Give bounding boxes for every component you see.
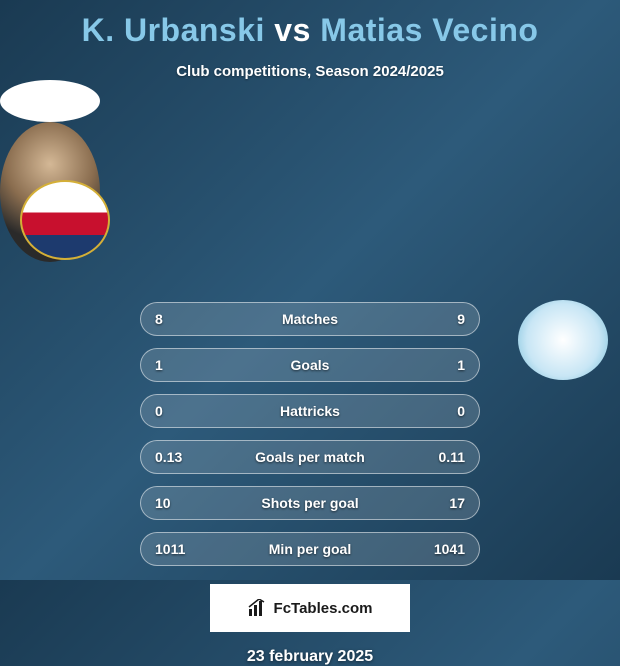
stat-row: 0.13 Goals per match 0.11 [140, 440, 480, 474]
stat-label: Goals per match [255, 449, 365, 465]
stat-left-value: 0 [155, 403, 195, 419]
player1-name: K. Urbanski [82, 12, 265, 48]
stat-left-value: 8 [155, 311, 195, 327]
player1-photo [0, 80, 100, 122]
stat-left-value: 1011 [155, 541, 195, 557]
stat-right-value: 0.11 [425, 449, 465, 465]
brand-badge[interactable]: FcTables.com [210, 584, 410, 632]
chart-icon [248, 599, 268, 617]
stat-right-value: 0 [425, 403, 465, 419]
player2-name: Matias Vecino [320, 12, 538, 48]
player1-club-crest [20, 180, 110, 260]
vs-text: vs [274, 12, 311, 48]
brand-text: FcTables.com [274, 600, 373, 617]
stat-label: Goals [291, 357, 330, 373]
stat-right-value: 1 [425, 357, 465, 373]
stat-label: Shots per goal [261, 495, 358, 511]
stat-label: Matches [282, 311, 338, 327]
stat-row: 1011 Min per goal 1041 [140, 532, 480, 566]
stat-right-value: 1041 [425, 541, 465, 557]
stat-label: Hattricks [280, 403, 340, 419]
stat-left-value: 1 [155, 357, 195, 373]
stat-row: 8 Matches 9 [140, 302, 480, 336]
stat-row: 10 Shots per goal 17 [140, 486, 480, 520]
stat-right-value: 17 [425, 495, 465, 511]
stat-row: 0 Hattricks 0 [140, 394, 480, 428]
stat-label: Min per goal [269, 541, 351, 557]
stat-left-value: 10 [155, 495, 195, 511]
snapshot-date: 23 february 2025 [0, 648, 620, 666]
stat-left-value: 0.13 [155, 449, 195, 465]
competition-subtitle: Club competitions, Season 2024/2025 [0, 63, 620, 80]
player2-club-crest [518, 300, 608, 380]
stat-row: 1 Goals 1 [140, 348, 480, 382]
stat-right-value: 9 [425, 311, 465, 327]
stats-container: 8 Matches 9 1 Goals 1 0 Hattricks 0 0.13… [140, 302, 480, 566]
comparison-title: K. Urbanski vs Matias Vecino [0, 0, 620, 49]
